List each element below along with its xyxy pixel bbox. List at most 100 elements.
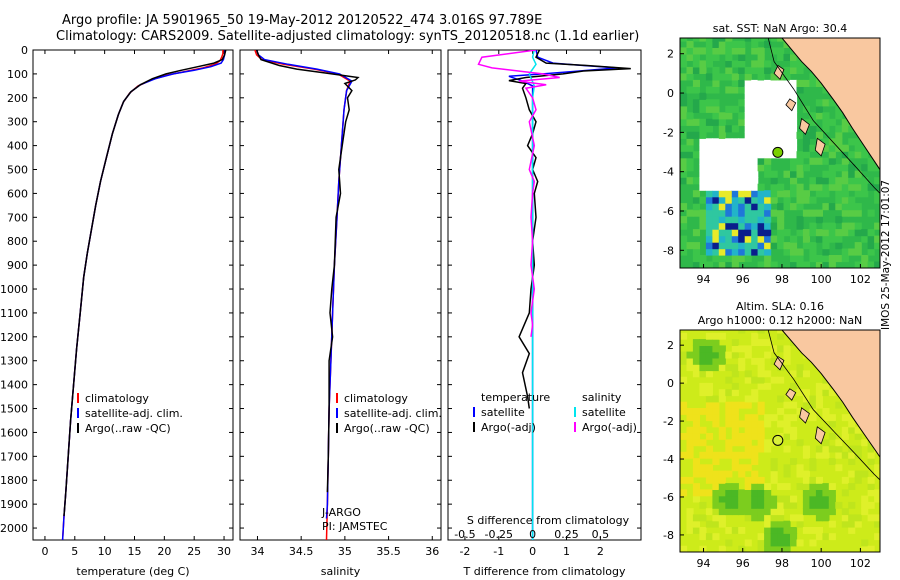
- sst_map-cell: [777, 138, 785, 146]
- sst_map-cell: [712, 99, 720, 107]
- sst_map-cell: [751, 60, 759, 68]
- sla_map-cell: [712, 332, 720, 340]
- sst_map-cell: [738, 164, 746, 172]
- sla_map-cell: [718, 508, 726, 516]
- sst_map-cell: [757, 79, 765, 87]
- sla_map-cell: [680, 545, 688, 552]
- sst_map-cell: [680, 131, 688, 139]
- sst_map-cell: [828, 235, 836, 243]
- sst_map-cell: [861, 151, 869, 159]
- sst_map-cell: [680, 248, 688, 256]
- sst_map-cell: [764, 164, 772, 172]
- sst_map-cell: [822, 170, 830, 178]
- sst_map-cell: [867, 229, 875, 237]
- sst_map-cell: [705, 138, 713, 146]
- sst_map-cell: [790, 125, 798, 133]
- sst_map-cell: [802, 261, 810, 268]
- sst_map-cell: [848, 170, 856, 178]
- sst_map-cell: [802, 242, 810, 250]
- sst_map-cell: [790, 60, 798, 68]
- sst_map-cell: [692, 66, 700, 74]
- sla_map-cell: [744, 433, 752, 440]
- sla_map-cell: [809, 527, 817, 534]
- sla_map-cell: [861, 539, 869, 547]
- sla_map-cell: [725, 508, 733, 516]
- sst_map-cell: [731, 248, 739, 256]
- difference-series-line: [477, 50, 560, 337]
- sst_map-cell: [738, 157, 746, 165]
- sst_map-cell: [744, 183, 752, 191]
- sst_map-cell: [835, 138, 843, 146]
- sst_map-cell: [764, 170, 772, 178]
- sla_map-cell: [757, 401, 765, 409]
- sst_map-cell: [705, 196, 713, 204]
- sla_map-cell: [757, 501, 765, 509]
- sst_map-cell: [841, 196, 849, 204]
- difference-secondary-tick: -0.25: [485, 528, 513, 541]
- sst_map-cell: [686, 144, 694, 152]
- sla_map-cell: [822, 445, 830, 453]
- sla_map-cell: [809, 408, 817, 415]
- depth-tick-label: 1000: [0, 283, 28, 296]
- sst_map-cell: [790, 92, 798, 100]
- sla_map-cell: [744, 501, 752, 509]
- sla_map-cell: [802, 508, 810, 516]
- temperature-legend-label: satellite-adj. clim.: [85, 407, 183, 420]
- sst_map-cell: [764, 125, 772, 133]
- sst_map-cell: [867, 235, 875, 243]
- sla_map-cell: [822, 501, 830, 509]
- sla_map-cell: [796, 483, 804, 490]
- salinity-annotation: PI: JAMSTEC: [322, 520, 388, 533]
- sst_map-cell: [854, 229, 862, 237]
- sla_map-cell: [815, 476, 823, 484]
- sst_map-cell: [783, 118, 791, 126]
- sst_map-cell: [783, 190, 791, 198]
- sla_map-cell: [854, 451, 862, 459]
- sst_map-cell: [705, 216, 713, 224]
- sla_map-cell: [874, 533, 880, 541]
- sst_map-cell: [731, 222, 739, 230]
- sst_map-cell: [770, 190, 778, 198]
- sla_map-cell: [802, 445, 810, 453]
- salinity-legend-label: satellite-adj. clim.: [344, 407, 442, 420]
- sst_map-cell: [848, 203, 856, 211]
- sst_map-cell: [699, 92, 707, 100]
- sst_map-cell: [828, 144, 836, 152]
- sst_map-cell: [692, 255, 700, 263]
- sst_map-cell: [815, 235, 823, 243]
- sla_map-cell: [861, 501, 869, 509]
- sst_map-cell: [757, 157, 765, 165]
- sst_map-cell: [680, 222, 688, 230]
- sst_map-cell: [783, 229, 791, 237]
- sst_map-cell: [731, 73, 739, 81]
- sst_map-cell: [777, 79, 785, 87]
- sst_map-cell: [841, 222, 849, 230]
- sst_map-cell: [867, 183, 875, 191]
- sla_map-cell: [757, 495, 765, 503]
- sst_map-cell: [725, 261, 733, 268]
- sst_map-cell: [828, 229, 836, 237]
- sla_map-cell: [783, 445, 791, 453]
- sst_map-cell: [757, 242, 765, 250]
- sst_map-cell: [692, 209, 700, 217]
- sla_map-cell: [835, 501, 843, 509]
- sst_map-cell: [725, 183, 733, 191]
- sst_map-cell: [802, 144, 810, 152]
- sst_map-cell: [680, 38, 688, 42]
- sla_map-cell: [841, 451, 849, 459]
- sst_map-cell: [861, 177, 869, 185]
- sst_map-cell: [790, 131, 798, 139]
- sla_map-cell: [802, 470, 810, 478]
- sst_map-cell: [874, 164, 880, 172]
- sla_map-cell: [757, 382, 765, 390]
- sst_map-cell: [686, 177, 694, 185]
- sst_map-cell: [777, 105, 785, 113]
- sst_map-cell: [705, 183, 713, 191]
- sla_map-cell: [712, 520, 720, 528]
- sla_map-cell: [854, 520, 862, 528]
- sst_map-cell: [841, 151, 849, 159]
- sst_map-cell: [796, 60, 804, 68]
- sst_map-cell: [790, 157, 798, 165]
- sst_map-cell: [802, 190, 810, 198]
